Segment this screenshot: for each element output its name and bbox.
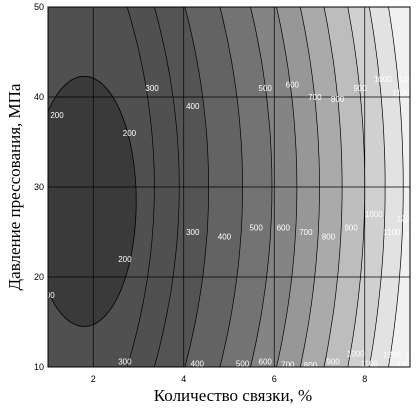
contour-label: 500 (259, 84, 273, 93)
x-tick-label: 4 (181, 374, 186, 384)
contour-label: 1100 (383, 228, 401, 237)
contour-line-500 (184, 7, 209, 367)
x-tick-label: 6 (272, 374, 277, 384)
contour-200-region (48, 75, 137, 327)
contour-label: 1300 (399, 75, 417, 84)
contour-label: 1200 (397, 215, 415, 224)
contour-label: 13 (406, 230, 415, 239)
contour-line-1200 (368, 7, 386, 367)
contour-label: 600 (259, 358, 273, 367)
contour-label: 300 (186, 228, 200, 237)
contour-label: 400 (191, 359, 205, 368)
contour-line-900 (299, 7, 320, 367)
y-axis-ticks: 10 20 30 40 50 (34, 2, 44, 372)
contour-label: 300 (145, 84, 159, 93)
contour-label: 500 (236, 359, 250, 368)
y-tick-label: 20 (34, 272, 44, 282)
x-axis-ticks: 2 4 6 8 (91, 374, 368, 384)
contour-line-1300 (388, 7, 404, 367)
y-axis-title: Давление прессования, МПа (5, 83, 24, 290)
contour-label: 700 (281, 360, 295, 369)
contour-label: 1000 (365, 210, 383, 219)
contour-label: 1100 (361, 359, 379, 368)
contour-label: 1300 (397, 360, 415, 369)
contour-label: 200 (50, 111, 64, 120)
contour-label: 500 (249, 224, 263, 233)
contour-label: 200 (118, 255, 132, 264)
contour-line-400 (153, 7, 180, 367)
contour-label: 700 (299, 228, 313, 237)
y-tick-label: 30 (34, 182, 44, 192)
contour-label: 900 (344, 224, 358, 233)
contour-label: 800 (331, 95, 345, 104)
y-tick-label: 10 (34, 362, 44, 372)
contour-label: 800 (322, 233, 336, 242)
contour-label: 1100 (392, 89, 410, 98)
contour-line-1000 (323, 7, 343, 367)
contour-label: 600 (277, 224, 291, 233)
contour-label: 800 (304, 361, 318, 370)
x-axis-title: Количество связки, % (154, 386, 312, 405)
contour-line-700 (250, 7, 273, 367)
contour-line-1100 (347, 7, 366, 367)
contour-label: 400 (186, 102, 200, 111)
x-tick-label: 2 (91, 374, 96, 384)
plot-frame (47, 6, 411, 368)
contour-label: 1000 (374, 75, 392, 84)
contour-label: 300 (118, 358, 132, 367)
contour-line-300 (126, 7, 155, 367)
contour-line-600 (219, 7, 243, 367)
contour-label: 13 (406, 351, 415, 360)
contour-line-800 (276, 7, 298, 367)
contour-label: 1000 (347, 350, 365, 359)
contour-label: 00 (46, 291, 55, 300)
contour-lines (126, 7, 404, 367)
contour-label: 1200 (383, 350, 401, 359)
contour-label: 200 (123, 129, 137, 138)
y-tick-label: 40 (34, 92, 44, 102)
x-tick-label: 8 (362, 374, 367, 384)
y-tick-label: 50 (34, 2, 44, 12)
contour-label: 900 (326, 358, 340, 367)
contour-label: 900 (354, 84, 368, 93)
contour-label: 400 (218, 233, 232, 242)
contour-label: 700 (308, 93, 322, 102)
contour-label: 600 (286, 80, 300, 89)
contour-labels: 200 200 200 00 300 300 300 400 400 400 500 500 500 60… (46, 75, 417, 370)
contour-bands (48, 7, 410, 367)
